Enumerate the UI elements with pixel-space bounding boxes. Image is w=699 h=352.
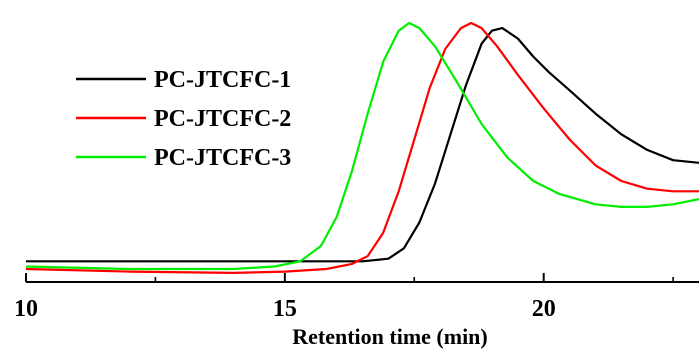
legend-label-1: PC-JTCFC-1 <box>154 67 291 93</box>
series-curves <box>25 21 699 274</box>
legend: PC-JTCFC-1 PC-JTCFC-2 PC-JTCFC-3 <box>76 67 291 171</box>
legend-label-3: PC-JTCFC-3 <box>154 145 291 171</box>
series-line-3 <box>25 21 699 271</box>
x-axis-label: Retention time (min) <box>292 324 488 349</box>
x-tick-label: 10 <box>14 296 38 322</box>
x-tick-label: 15 <box>273 296 297 322</box>
series-line-2 <box>25 21 699 274</box>
series-line-1 <box>26 27 699 263</box>
x-tick-label: 20 <box>532 296 556 322</box>
legend-label-2: PC-JTCFC-2 <box>154 106 291 132</box>
x-axis: 10 15 20 <box>14 273 699 322</box>
